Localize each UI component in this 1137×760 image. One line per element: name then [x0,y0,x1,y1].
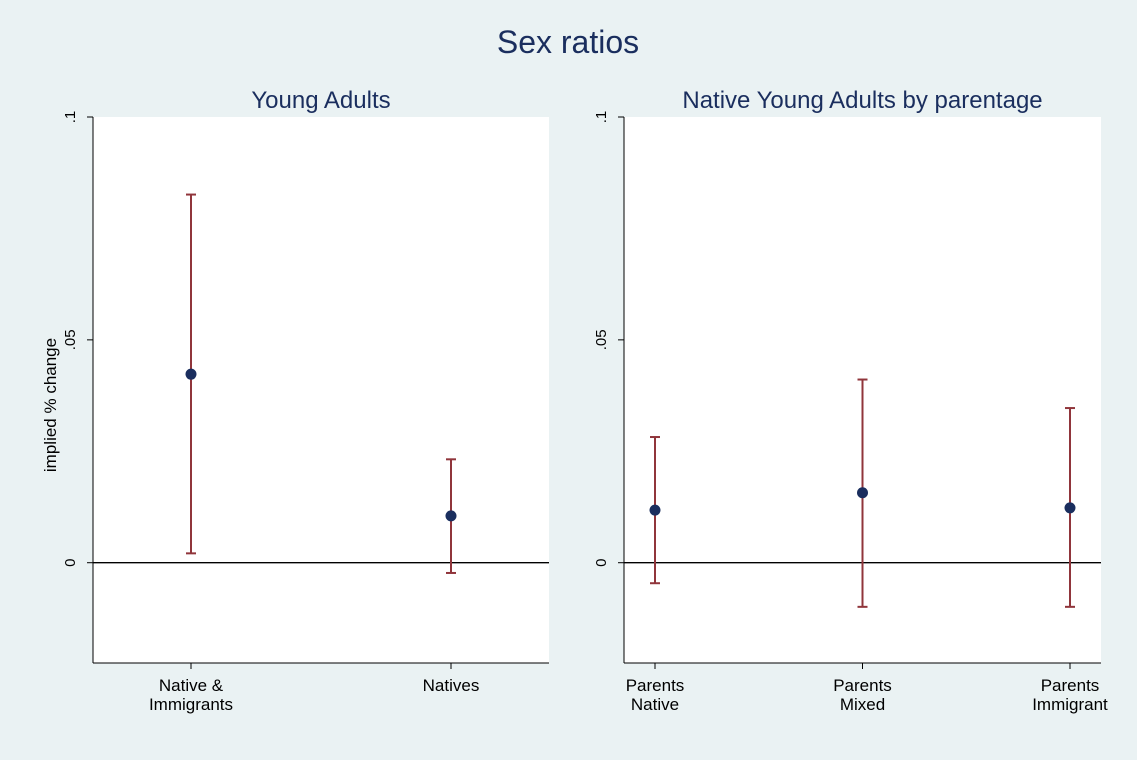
x-tick-label-line: Parents [626,676,685,695]
panel-1: Young Adults 0 .05 .1 implied % change Native… [41,87,549,714]
x-tick-label-line: Parents [1041,676,1100,695]
panel-title: Young Adults [251,87,390,114]
x-tick-label: Parents Native [626,676,685,714]
point-estimate [185,368,197,380]
x-tick-label-line: Native [631,695,679,714]
x-tick-label: Parents Immigrant [1032,676,1108,714]
plot-area [93,117,549,663]
panels: Young Adults 0 .05 .1 implied % change Native… [41,87,1108,714]
x-tick-label-line: Immigrant [1032,695,1108,714]
x-tick-label: Parents Mixed [833,676,892,714]
point-estimate [1064,502,1076,514]
figure-title: Sex ratios [497,24,639,60]
panel-title: Native Young Adults by parentage [682,87,1042,114]
y-tick-label: .05 [593,329,610,350]
x-tick-label: Natives [423,676,480,695]
x-tick-label-line: Mixed [840,695,885,714]
point-estimate [649,504,661,516]
y-tick-label: 0 [593,559,610,567]
point-estimate [445,510,457,522]
panel-2: Native Young Adults by parentage 0 .05 .1 Pa… [593,87,1108,714]
y-tick-label: .1 [62,111,79,124]
x-tick-label-line: Natives [423,676,480,695]
y-tick-label: 0 [62,559,79,567]
y-tick-label: .1 [593,111,610,124]
x-tick-label-line: Native & [159,676,224,695]
point-estimate [857,487,868,499]
x-tick-label: Native & Immigrants [149,676,233,714]
y-axis-title: implied % change [41,338,60,472]
x-tick-label-line: Parents [833,676,892,695]
x-tick-label-line: Immigrants [149,695,233,714]
y-tick-label: .05 [62,329,79,350]
